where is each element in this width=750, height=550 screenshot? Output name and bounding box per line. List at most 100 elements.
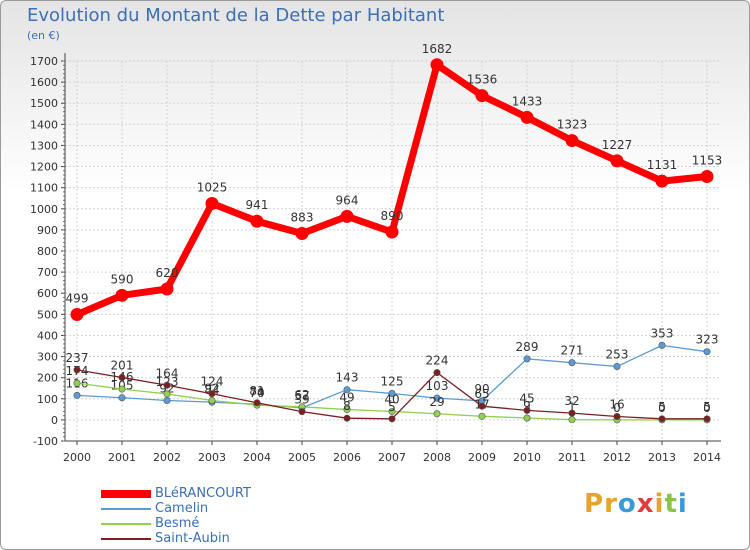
data-label: 499 <box>66 292 89 306</box>
data-label: 224 <box>426 354 449 368</box>
y-tick-label: 500 <box>37 308 58 321</box>
data-label: 1682 <box>422 42 453 56</box>
data-label: 590 <box>111 272 134 286</box>
data-point <box>205 197 219 210</box>
y-tick-label: 1500 <box>30 97 58 110</box>
data-point <box>250 214 264 228</box>
x-tick-label: 2005 <box>288 451 316 464</box>
logo-letter: t <box>664 489 678 519</box>
data-point <box>385 225 399 239</box>
data-label: 74 <box>249 385 264 399</box>
x-tick-label: 2009 <box>468 451 496 464</box>
data-point <box>163 381 171 389</box>
x-tick-label: 2007 <box>378 451 406 464</box>
x-tick-label: 2002 <box>153 451 181 464</box>
legend-swatch-camelin <box>101 508 151 510</box>
data-point <box>568 359 576 367</box>
logo-letter: P <box>584 489 605 519</box>
x-tick-label: 2004 <box>243 451 271 464</box>
data-label: 103 <box>426 379 449 393</box>
data-point <box>613 413 621 421</box>
legend-label-blerancourt: BLéRANCOURT <box>155 486 251 501</box>
data-point <box>703 348 711 356</box>
data-label: 1323 <box>557 118 588 132</box>
y-tick-label: 1700 <box>30 55 58 68</box>
data-point <box>70 308 84 322</box>
data-label: 62 <box>294 388 309 402</box>
data-label: 201 <box>111 358 134 372</box>
data-point <box>253 399 261 407</box>
legend-label-camelin: Camelin <box>155 501 209 516</box>
data-point <box>523 414 531 422</box>
logo-letter: i <box>654 489 665 519</box>
data-point <box>700 169 714 183</box>
data-label: 9 <box>523 399 531 413</box>
data-point <box>478 412 486 420</box>
data-label: 1536 <box>467 73 498 87</box>
y-tick-label: 0 <box>51 414 58 427</box>
data-point <box>520 110 534 124</box>
data-point <box>655 174 669 188</box>
data-label: 1153 <box>692 153 723 167</box>
legend-label-saint-aubin: Saint-Aubin <box>155 531 230 546</box>
x-tick-label: 2013 <box>648 451 676 464</box>
data-label: 0 <box>703 401 711 415</box>
y-tick-label: 1200 <box>30 161 58 174</box>
data-point <box>298 408 306 416</box>
data-point <box>115 288 129 302</box>
data-point <box>163 396 171 404</box>
data-point <box>388 389 396 397</box>
data-point <box>73 366 81 374</box>
data-label: 0 <box>613 401 621 415</box>
logo-letter: r <box>604 489 618 519</box>
data-point <box>343 414 351 422</box>
data-point <box>703 415 711 423</box>
legend-swatch-saint-aubin <box>101 538 151 540</box>
data-point <box>73 379 81 387</box>
data-label: 0 <box>658 401 666 415</box>
y-tick-label: 800 <box>37 245 58 258</box>
data-label: 1131 <box>647 158 678 172</box>
legend-swatch-besme <box>101 523 151 525</box>
data-label: 883 <box>291 210 314 224</box>
chart-subtitle: (en €) <box>27 29 60 42</box>
data-point <box>73 391 81 399</box>
logo-letter: o <box>617 489 637 519</box>
x-tick-label: 2014 <box>693 451 721 464</box>
data-point <box>295 226 309 240</box>
proxiti-logo: Proxiti <box>584 489 688 519</box>
data-point <box>433 394 441 402</box>
data-label: 92 <box>204 381 219 395</box>
data-point <box>343 386 351 394</box>
y-tick-label: -100 <box>33 435 58 448</box>
data-point <box>433 410 441 418</box>
y-tick-label: 1400 <box>30 118 58 131</box>
data-point <box>565 134 579 148</box>
data-point <box>208 390 216 398</box>
legend-label-besme: Besmé <box>155 516 200 531</box>
x-tick-label: 2011 <box>558 451 586 464</box>
data-label: 8 <box>343 399 351 413</box>
data-label: 70 <box>249 386 264 400</box>
y-tick-label: 100 <box>37 393 58 406</box>
data-label: 620 <box>156 266 179 280</box>
data-point <box>118 373 126 381</box>
y-tick-label: 300 <box>37 351 58 364</box>
data-label: 1025 <box>197 181 228 195</box>
x-tick-label: 2000 <box>63 451 91 464</box>
data-point <box>160 282 174 296</box>
data-label: 1433 <box>512 94 543 108</box>
data-label: 353 <box>651 326 674 340</box>
y-tick-label: 1000 <box>30 203 58 216</box>
data-label: 32 <box>564 394 579 408</box>
x-tick-label: 2003 <box>198 451 226 464</box>
data-point <box>523 355 531 363</box>
x-tick-label: 2012 <box>603 451 631 464</box>
x-tick-label: 2006 <box>333 451 361 464</box>
data-point <box>118 394 126 402</box>
data-label: 164 <box>156 366 179 380</box>
y-tick-label: 200 <box>37 372 58 385</box>
data-point <box>163 390 171 398</box>
data-point <box>610 154 624 168</box>
